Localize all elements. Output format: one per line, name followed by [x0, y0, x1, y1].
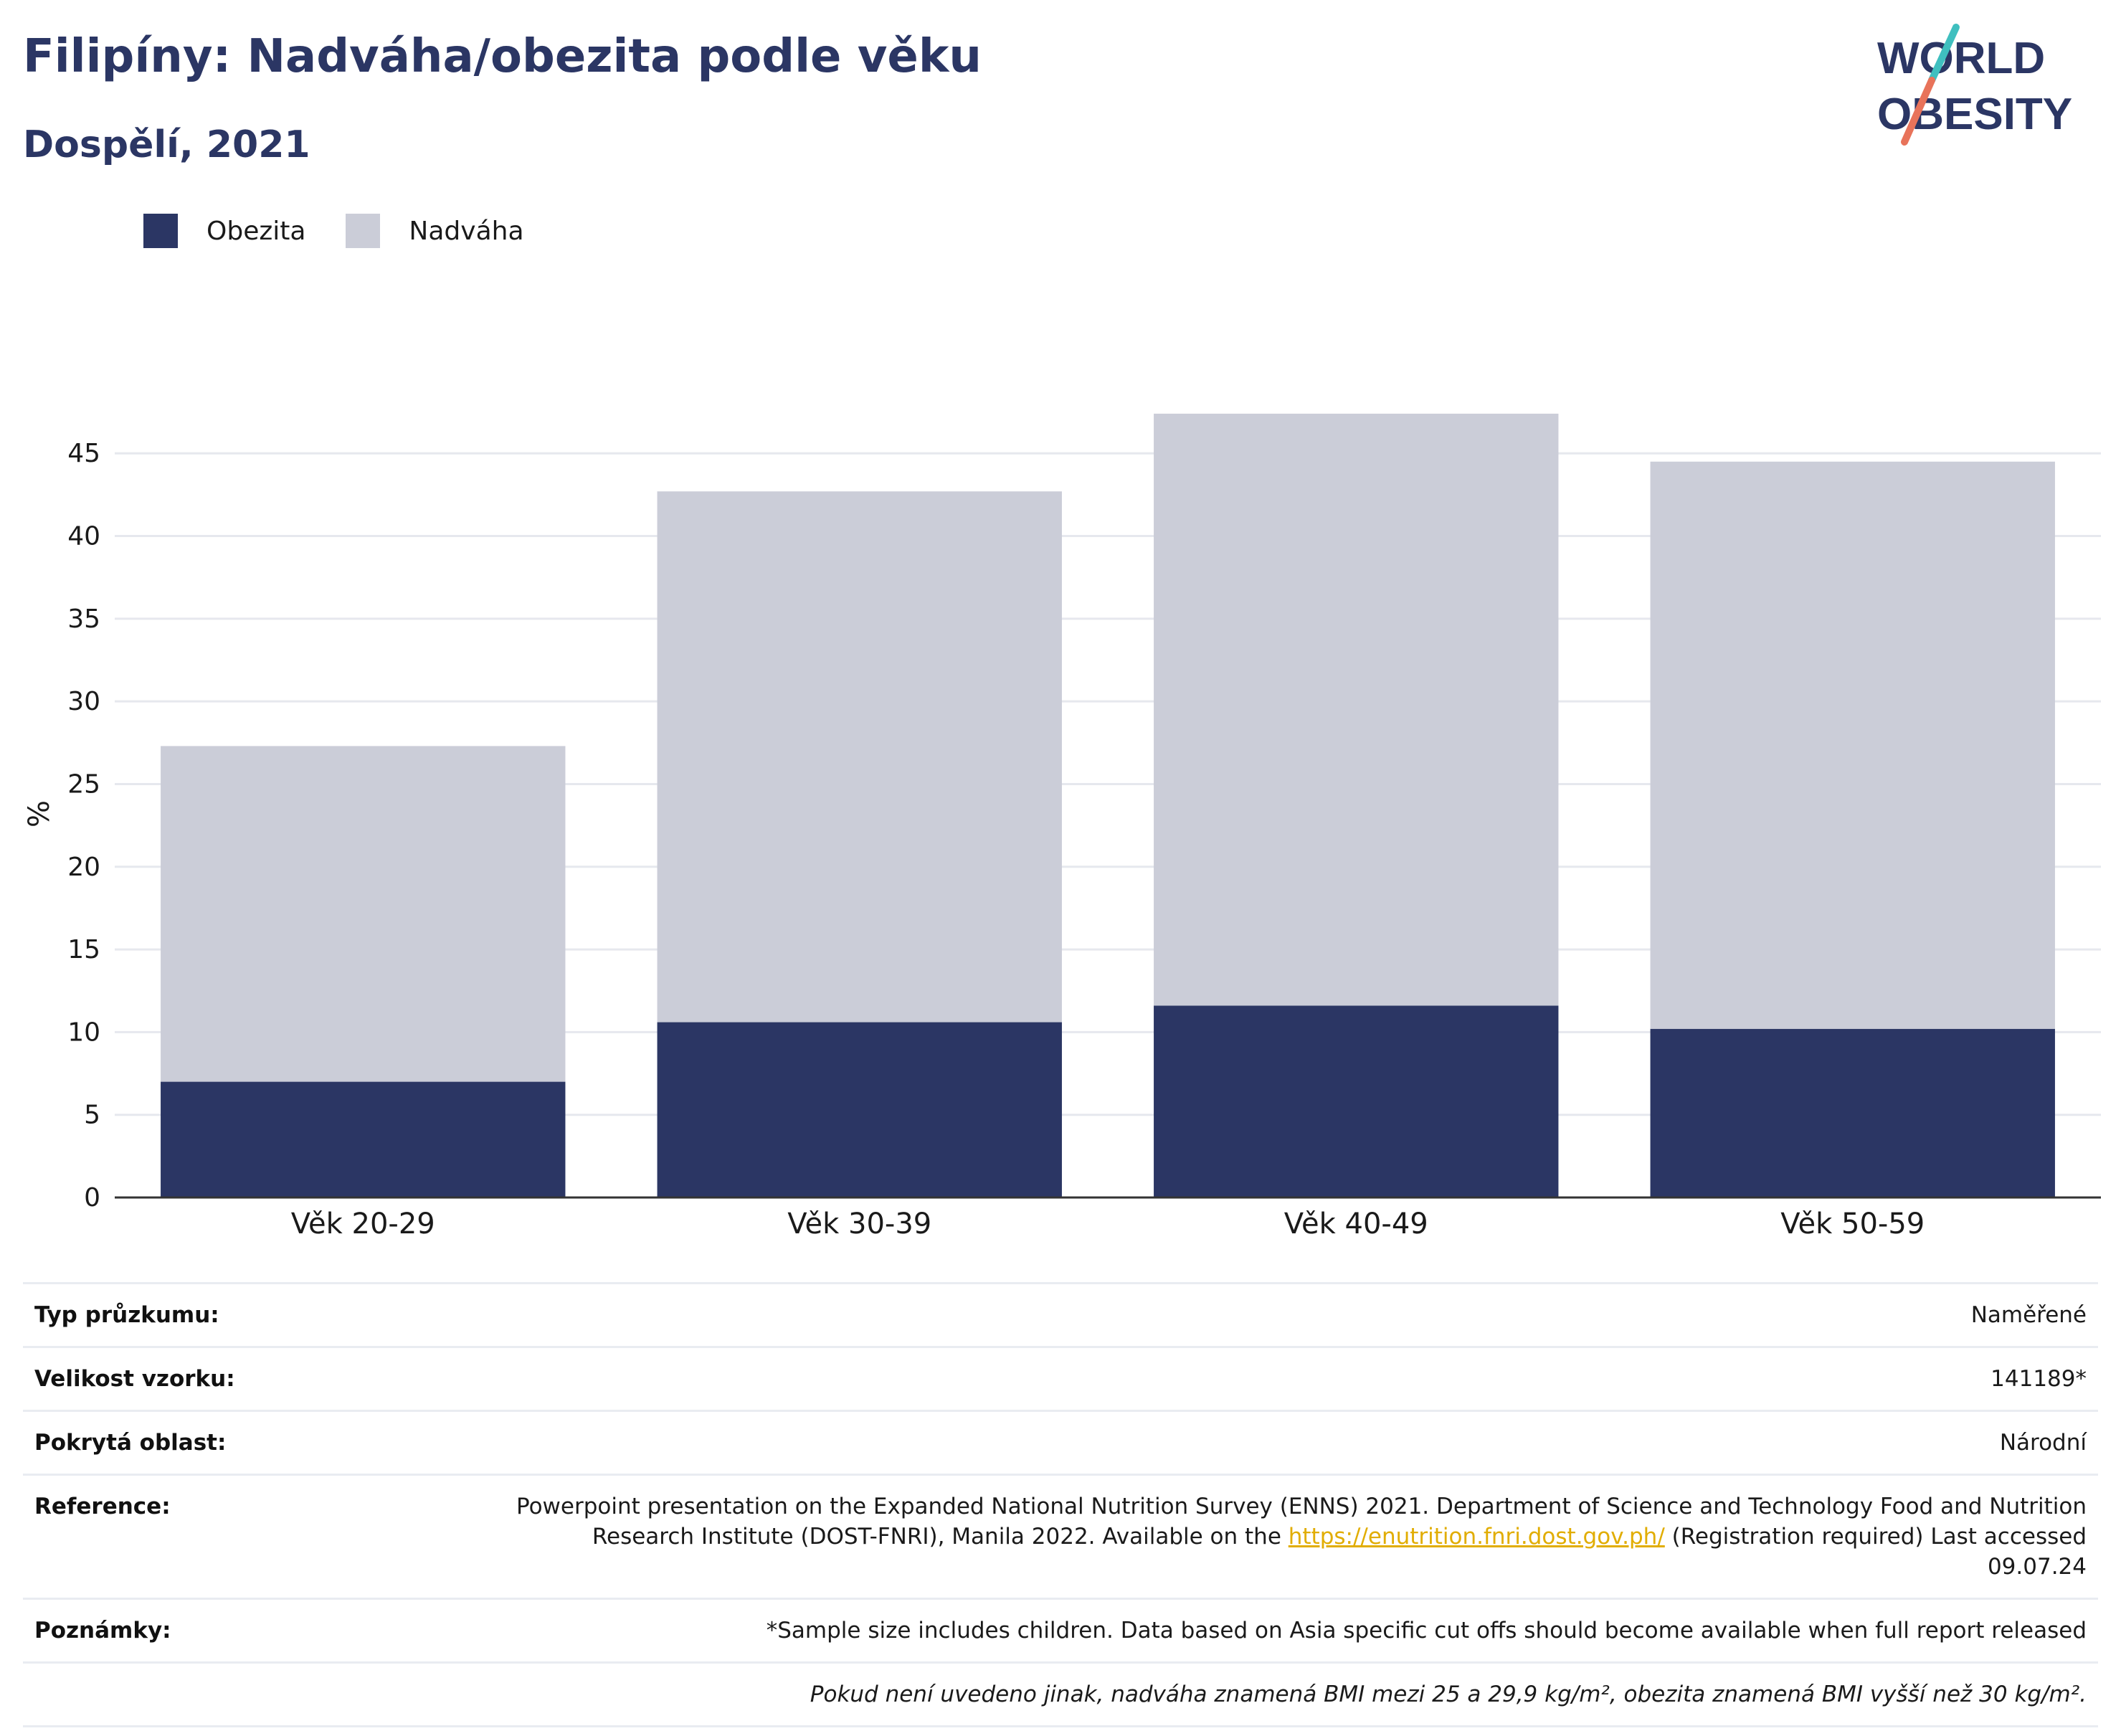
bar-nadvaha: [161, 746, 566, 1082]
info-value-coverage: Národní: [1999, 1430, 2087, 1456]
info-row-reference: Reference: Powerpoint presentation on th…: [23, 1474, 2098, 1599]
reference-text-before: Powerpoint presentation on the Expanded …: [516, 1494, 2087, 1550]
info-label-reference: Reference:: [34, 1494, 171, 1519]
info-row-coverage: Pokrytá oblast: Národní: [23, 1410, 2098, 1475]
legend-label-obezita: Obezita: [207, 216, 306, 246]
bar-obezita: [1154, 1005, 1559, 1197]
y-tick-label: 5: [84, 1101, 100, 1130]
legend-swatch-nadvaha: [346, 214, 381, 248]
y-tick-label: 45: [67, 439, 100, 468]
info-label-notes: Poznámky:: [34, 1618, 171, 1643]
x-category-label: Věk 20-29: [291, 1208, 435, 1241]
y-tick-label: 40: [67, 522, 100, 551]
x-category-label: Věk 40-49: [1284, 1208, 1428, 1241]
bar-obezita: [1650, 1028, 2055, 1197]
reference-link[interactable]: https://enutrition.fnri.dost.gov.ph/: [1288, 1524, 1665, 1550]
y-tick-label: 10: [67, 1018, 100, 1047]
x-category-label: Věk 50-59: [1780, 1208, 1925, 1241]
page-title: Filipíny: Nadváha/obezita podle věku: [23, 30, 982, 83]
bar-obezita: [161, 1081, 566, 1197]
y-tick-label: 25: [67, 769, 100, 799]
info-value-notes: *Sample size includes children. Data bas…: [766, 1618, 2087, 1643]
chart-legend: Obezita Nadváha: [143, 214, 564, 248]
bar-nadvaha: [1650, 461, 2055, 1029]
info-label-coverage: Pokrytá oblast:: [34, 1430, 227, 1456]
y-tick-label: 20: [67, 853, 100, 882]
info-row-survey-type: Typ průzkumu: Naměřené: [23, 1283, 2098, 1347]
y-tick-label: 35: [67, 604, 100, 634]
info-row-footnote: Pokud není uvedeno jinak, nadváha znamen…: [23, 1662, 2098, 1727]
legend-item-obezita: Obezita: [143, 214, 305, 248]
y-tick-label: 30: [67, 687, 100, 716]
info-label-survey-type: Typ průzkumu:: [34, 1302, 219, 1328]
y-tick-label: 15: [67, 935, 100, 964]
bar-chart: 0 5 10 15 20 25 30 35 40 45 Věk 20-29 Věk 30-39 Věk …: [0, 373, 2121, 1248]
page-subtitle: Dospělí, 2021: [23, 123, 310, 166]
bmi-definition-footnote: Pokud není uvedeno jinak, nadváha znamen…: [810, 1682, 2087, 1707]
legend-swatch-obezita: [143, 214, 178, 248]
info-value-sample-size: 141189*: [1990, 1366, 2087, 1392]
info-value-survey-type: Naměřené: [1970, 1302, 2087, 1328]
world-obesity-logo: WORLD OBESITY: [1877, 24, 2072, 146]
chart-svg: 0 5 10 15 20 25 30 35 40 45 Věk 20-29 Věk 30-39 Věk …: [23, 413, 2101, 1241]
bar-obezita: [657, 1022, 1062, 1197]
bar-nadvaha: [1154, 413, 1559, 1006]
info-value-reference: Powerpoint presentation on the Expanded …: [490, 1475, 2098, 1599]
info-row-notes: Poznámky: *Sample size includes children…: [23, 1598, 2098, 1663]
bar-nadvaha: [657, 491, 1062, 1023]
info-label-sample-size: Velikost vzorku:: [34, 1366, 235, 1392]
x-category-label: Věk 30-39: [787, 1208, 931, 1241]
svg-text:WORLD: WORLD: [1877, 34, 2045, 83]
legend-label-nadvaha: Nadváha: [409, 216, 524, 246]
y-axis-title: %: [23, 800, 56, 827]
info-row-sample-size: Velikost vzorku: 141189*: [23, 1347, 2098, 1411]
legend-item-nadvaha: Nadváha: [346, 214, 524, 248]
y-tick-label: 0: [84, 1183, 100, 1213]
reference-text-after: (Registration required) Last accessed 09…: [1671, 1524, 2087, 1580]
survey-info-table: Typ průzkumu: Naměřené Velikost vzorku: …: [23, 1282, 2098, 1727]
